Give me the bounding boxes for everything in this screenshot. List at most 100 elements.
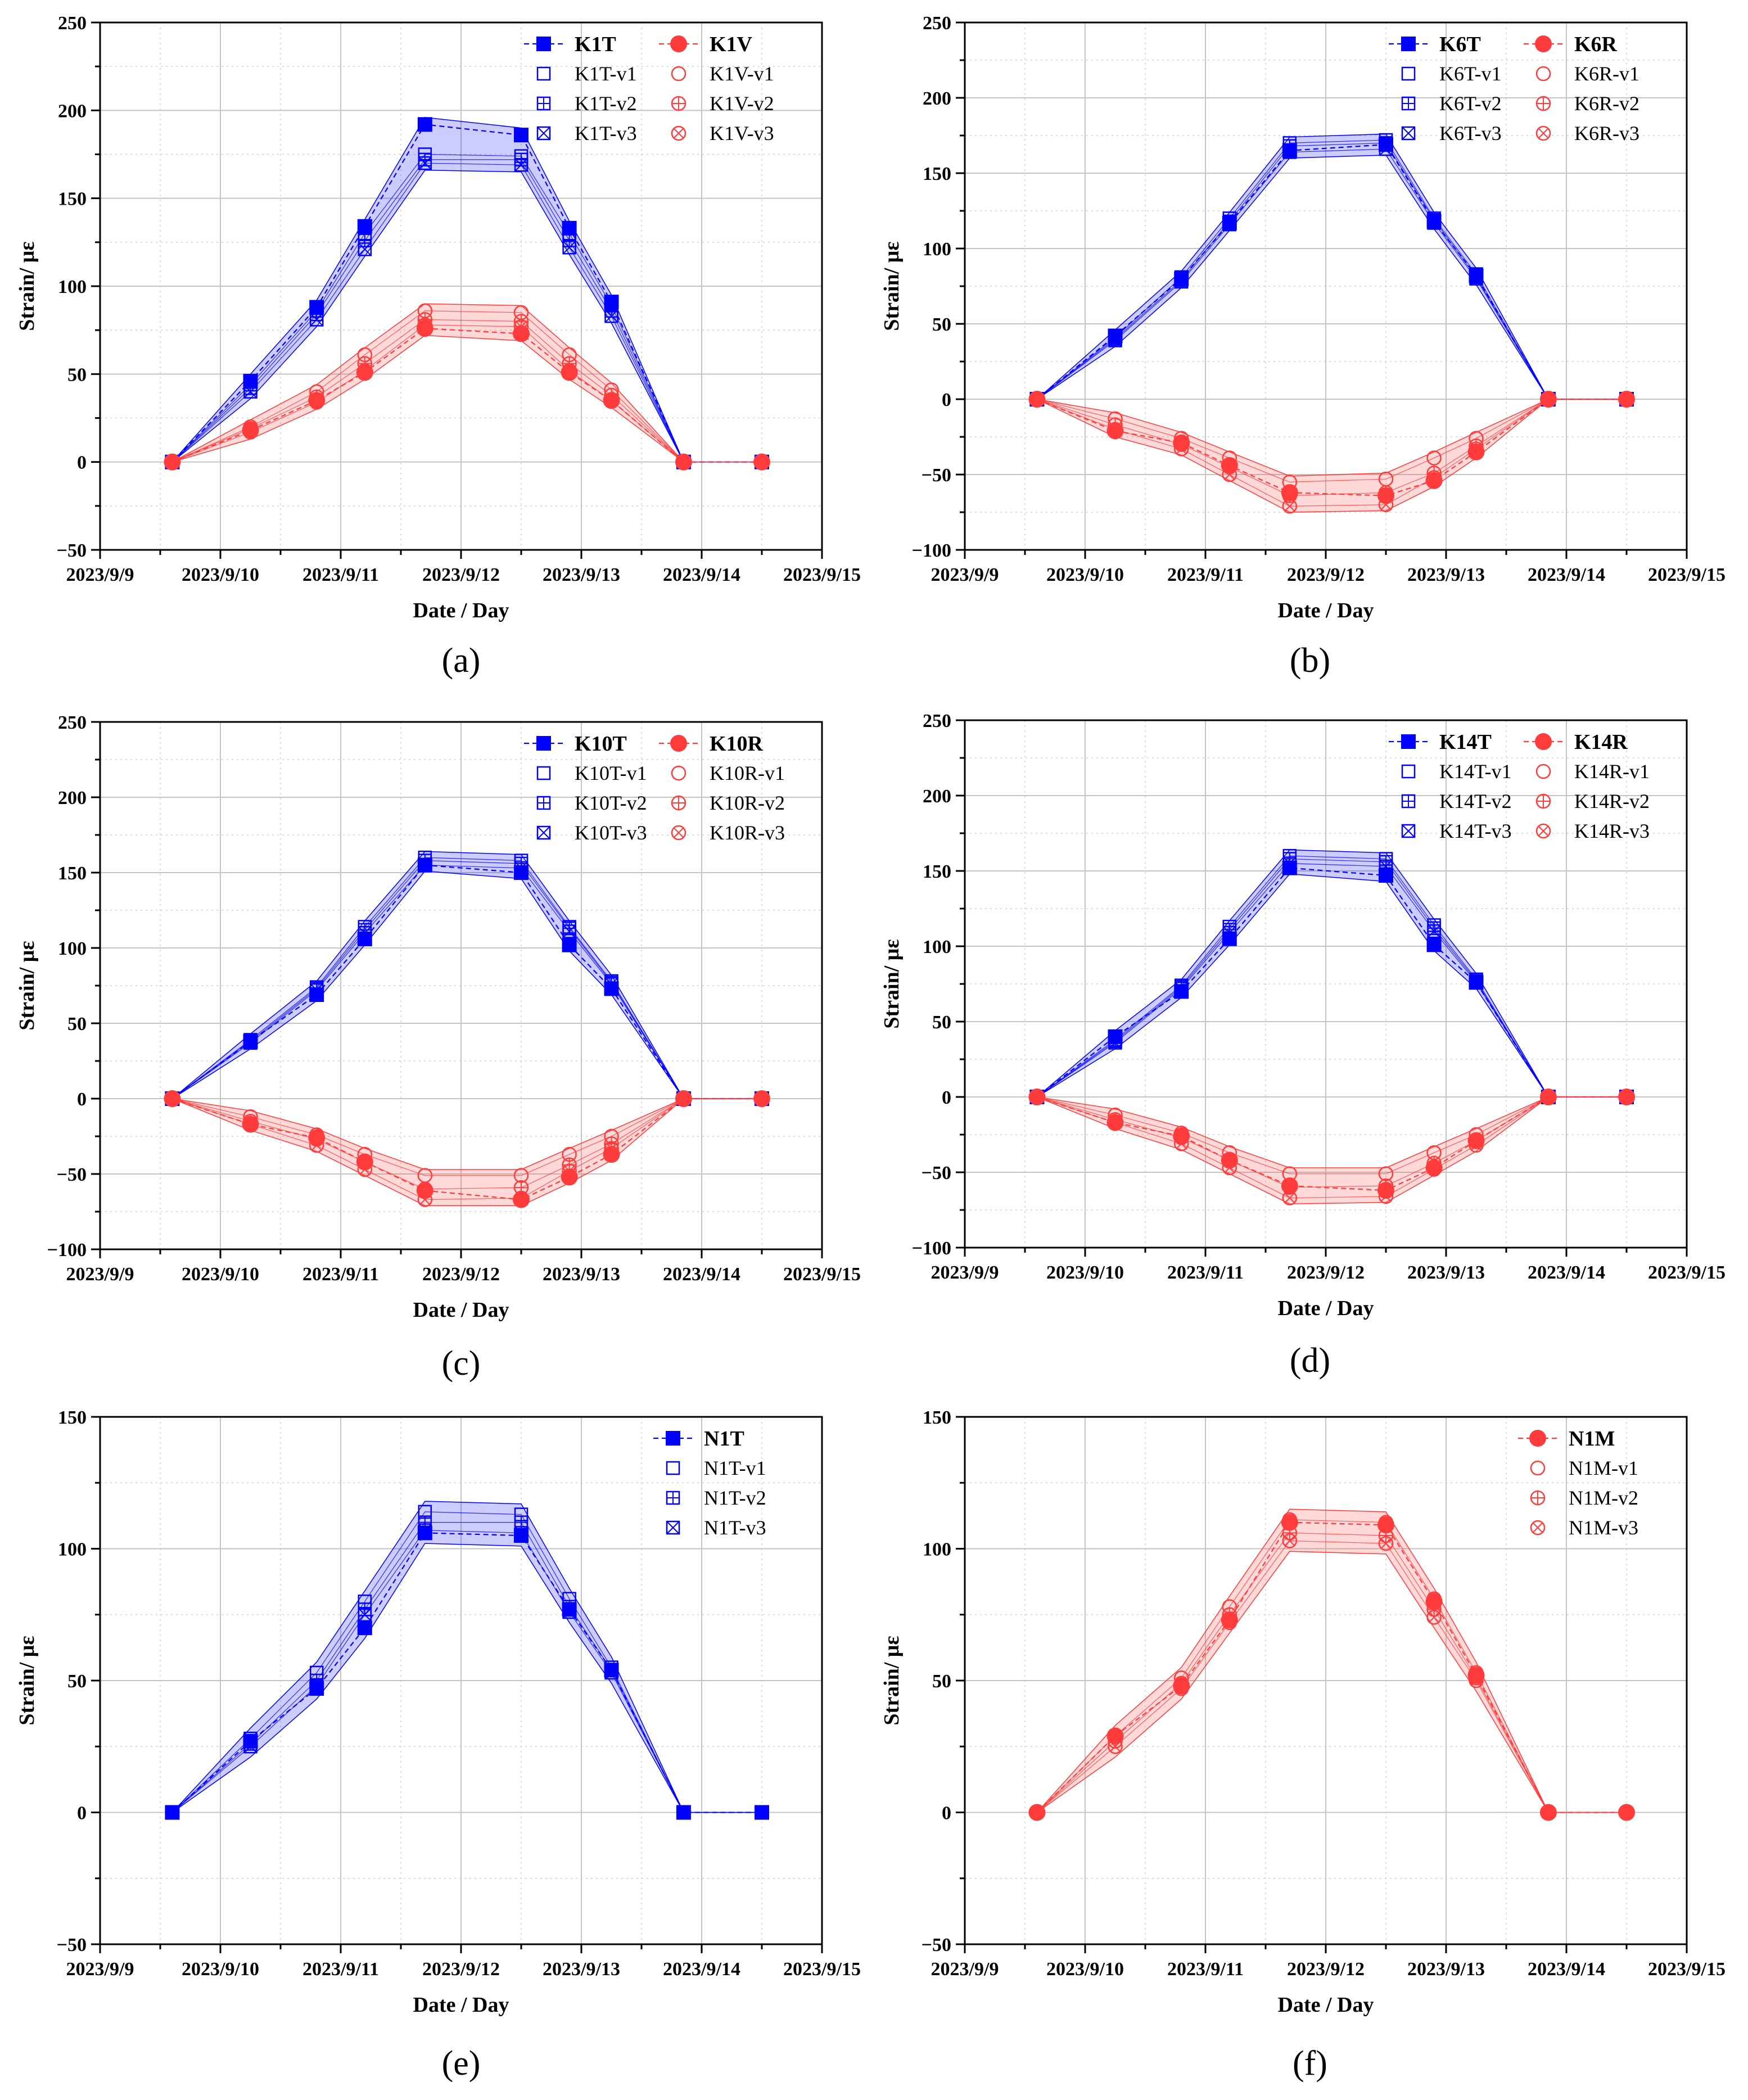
data-point-K6T-mean: [1282, 143, 1297, 158]
data-point-K10R-mean: [242, 1116, 259, 1133]
x-tick-label: 2023/9/14: [1528, 1959, 1605, 1980]
series-line-v3: [1037, 148, 1627, 400]
data-point-K10R-mean: [356, 1153, 373, 1171]
y-tick-label: 50: [67, 364, 87, 385]
y-tick-label: 150: [58, 189, 87, 210]
series-line-v2: [1036, 1532, 1627, 1813]
panel-label: (e): [442, 2044, 481, 2083]
x-tick-label: 2023/9/13: [543, 1959, 620, 1980]
legend-label: K10T-v1: [575, 762, 647, 784]
data-point-K6R-mean: [1377, 487, 1394, 504]
data-point-K10T-mean: [309, 987, 324, 1002]
x-tick-label: 2023/9/15: [1648, 1959, 1726, 1980]
data-point-K6T-mean: [1379, 137, 1393, 152]
legend-label: K14T-v2: [1439, 790, 1512, 812]
series-line-v3: [1037, 1540, 1627, 1813]
series-line-v2: [1037, 399, 1627, 496]
series-line-mean: [1036, 1521, 1627, 1813]
series-line-mean: [171, 327, 762, 463]
y-tick-label: 150: [923, 164, 951, 184]
x-tick-label: 2023/9/9: [931, 564, 999, 585]
y-tick-label: 100: [923, 937, 951, 958]
data-point-K1T-mean: [417, 117, 432, 132]
series-N1M: [1028, 1509, 1635, 1821]
x-tick-label: 2023/9/15: [1648, 1262, 1726, 1283]
data-point-N1M-v3-bar: [1429, 1612, 1439, 1623]
data-point-K1T-v3-bar: [514, 158, 528, 171]
data-point-K1T-v3-bar: [310, 313, 323, 327]
x-tick-label: 2023/9/12: [1287, 1959, 1365, 1980]
data-point-K1V-mean: [242, 422, 259, 439]
y-tick-label: 0: [942, 1087, 951, 1108]
x-tick-label: 2023/9/14: [663, 564, 740, 585]
series-line-mean: [171, 124, 762, 463]
legend-marker-bar: [537, 127, 550, 140]
legend-marker: [1401, 824, 1416, 838]
y-axis-label: Strain/ με: [15, 1636, 39, 1725]
legend-marker: [1535, 823, 1551, 839]
data-point-K10T-mean: [514, 865, 529, 880]
series-K14R: [1028, 1089, 1635, 1205]
data-point-N1M-mean: [1377, 1516, 1394, 1534]
data-point-K6R-mean: [1467, 443, 1485, 460]
data-point-N1T-mean: [243, 1733, 258, 1749]
series-line-v1: [1037, 139, 1627, 400]
legend-label: K6R-v3: [1574, 122, 1639, 144]
data-point-N1M-mean: [1539, 1804, 1557, 1821]
y-tick-label: 200: [923, 88, 951, 109]
confidence-band: [171, 851, 762, 1099]
data-point-K14T-mean: [1282, 860, 1297, 875]
y-axis-label: Strain/ με: [880, 241, 904, 331]
data-point-K14R-mean: [1377, 1182, 1394, 1199]
legend-marker-bar: [1538, 128, 1549, 139]
x-tick-label: 2023/9/10: [1046, 1959, 1124, 1980]
legend-label: K10T: [575, 732, 627, 756]
series-line-v2: [171, 159, 762, 463]
data-point-K14R-v3-bar: [1284, 1193, 1295, 1203]
data-point-K1T-v3: [418, 156, 432, 170]
series-line-v3: [172, 1098, 762, 1200]
y-tick-label: 150: [58, 863, 87, 884]
data-point-K14R-mean: [1281, 1177, 1298, 1195]
data-point-K1V-mean: [356, 364, 373, 381]
legend-marker: [671, 765, 686, 781]
legend-label: K1T-v1: [575, 62, 637, 85]
data-point-N1T-mean: [357, 1620, 372, 1636]
y-tick-label: 50: [67, 1014, 87, 1035]
y-tick-label: −100: [912, 1238, 951, 1259]
data-point-N1M-mean: [1281, 1514, 1298, 1531]
data-point-N1M-mean: [1221, 1611, 1238, 1629]
y-tick-label: 0: [77, 1803, 87, 1824]
series-line-v2: [172, 319, 762, 463]
data-point-N1T-v3-bar: [358, 1608, 372, 1622]
data-point-N1T-mean: [417, 1525, 432, 1541]
data-point-K10R-mean: [416, 1182, 433, 1199]
legend-label: K14T-v3: [1439, 820, 1512, 842]
x-tick-label: 2023/9/15: [1648, 564, 1726, 585]
x-tick-label: 2023/9/10: [182, 1264, 259, 1285]
legend-marker-bar: [537, 826, 550, 839]
y-tick-label: 50: [932, 1671, 951, 1692]
legend-label: K14R: [1574, 730, 1628, 754]
legend-marker: [1401, 66, 1416, 81]
legend-label: N1M-v2: [1569, 1487, 1638, 1509]
x-tick-label: 2023/9/12: [422, 564, 500, 585]
data-point-N1T-mean: [165, 1805, 180, 1820]
series-line-v2: [1037, 858, 1627, 1098]
data-point-K14R-mean: [1106, 1114, 1124, 1131]
y-tick-label: −100: [47, 1240, 87, 1261]
confidence-band: [171, 1501, 762, 1813]
series-K10T: [165, 850, 769, 1106]
series-line-v1: [172, 310, 762, 463]
data-point-K6R-mean: [1028, 391, 1046, 408]
legend-marker-bar: [1402, 127, 1415, 140]
x-tick-label: 2023/9/15: [783, 564, 861, 585]
y-axis-label: Strain/ με: [880, 1636, 904, 1725]
data-point-K1T-mean: [604, 295, 619, 310]
panel-label: (a): [442, 642, 481, 680]
legend-marker: [536, 766, 551, 780]
data-point-K14T-mean: [1174, 984, 1189, 999]
chart-panel-f: 2023/9/9 2023/9/10 2023/9/11 2023/9/12 2023/…: [880, 1407, 1726, 2083]
confidence-band: [1037, 399, 1627, 513]
